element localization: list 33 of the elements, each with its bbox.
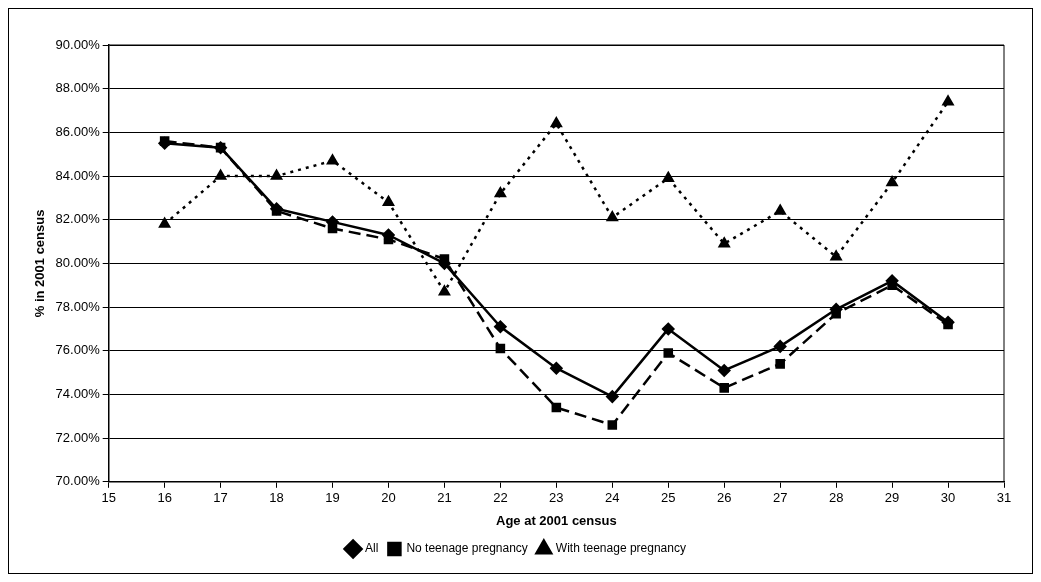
x-tick-label: 16 <box>157 490 172 506</box>
x-tick-label: 31 <box>996 490 1012 506</box>
legend-label: All <box>365 541 379 556</box>
x-tick-label: 22 <box>493 490 508 506</box>
x-tick-label: 25 <box>661 490 676 506</box>
legend-label: No teenage pregnancy <box>406 541 528 556</box>
x-tick-label: 17 <box>213 490 228 506</box>
y-tick-label: 78.00% <box>55 298 101 314</box>
x-tick-label: 21 <box>437 490 452 506</box>
y-tick-label: 72.00% <box>55 429 101 445</box>
y-tick-label: 82.00% <box>55 211 101 227</box>
y-tick-label: 80.00% <box>55 254 101 270</box>
x-tick-label: 26 <box>716 490 732 506</box>
x-tick-label: 27 <box>772 490 788 506</box>
y-tick-label: 76.00% <box>55 342 101 358</box>
x-tick-label: 23 <box>549 490 564 506</box>
x-tick-label: 28 <box>828 490 844 506</box>
x-tick-label: 19 <box>325 490 340 506</box>
x-tick-label: 20 <box>381 490 396 506</box>
x-tick-label: 15 <box>101 490 116 506</box>
y-tick-label: 86.00% <box>55 123 101 139</box>
y-tick-label: 70.00% <box>55 473 101 489</box>
y-tick-label: 84.00% <box>55 167 101 183</box>
x-tick-label: 24 <box>605 490 620 506</box>
x-tick-label: 18 <box>269 490 284 506</box>
y-tick-label: 90.00% <box>55 36 101 52</box>
x-axis-title: Age at 2001 census <box>496 512 617 528</box>
legend-label: With teenage pregnancy <box>555 541 686 556</box>
y-tick-label: 74.00% <box>55 386 101 402</box>
x-tick-label: 30 <box>940 490 956 506</box>
y-axis-title: % in 2001 census <box>32 209 48 318</box>
x-tick-label: 29 <box>884 490 900 506</box>
y-tick-label: 88.00% <box>55 80 101 96</box>
